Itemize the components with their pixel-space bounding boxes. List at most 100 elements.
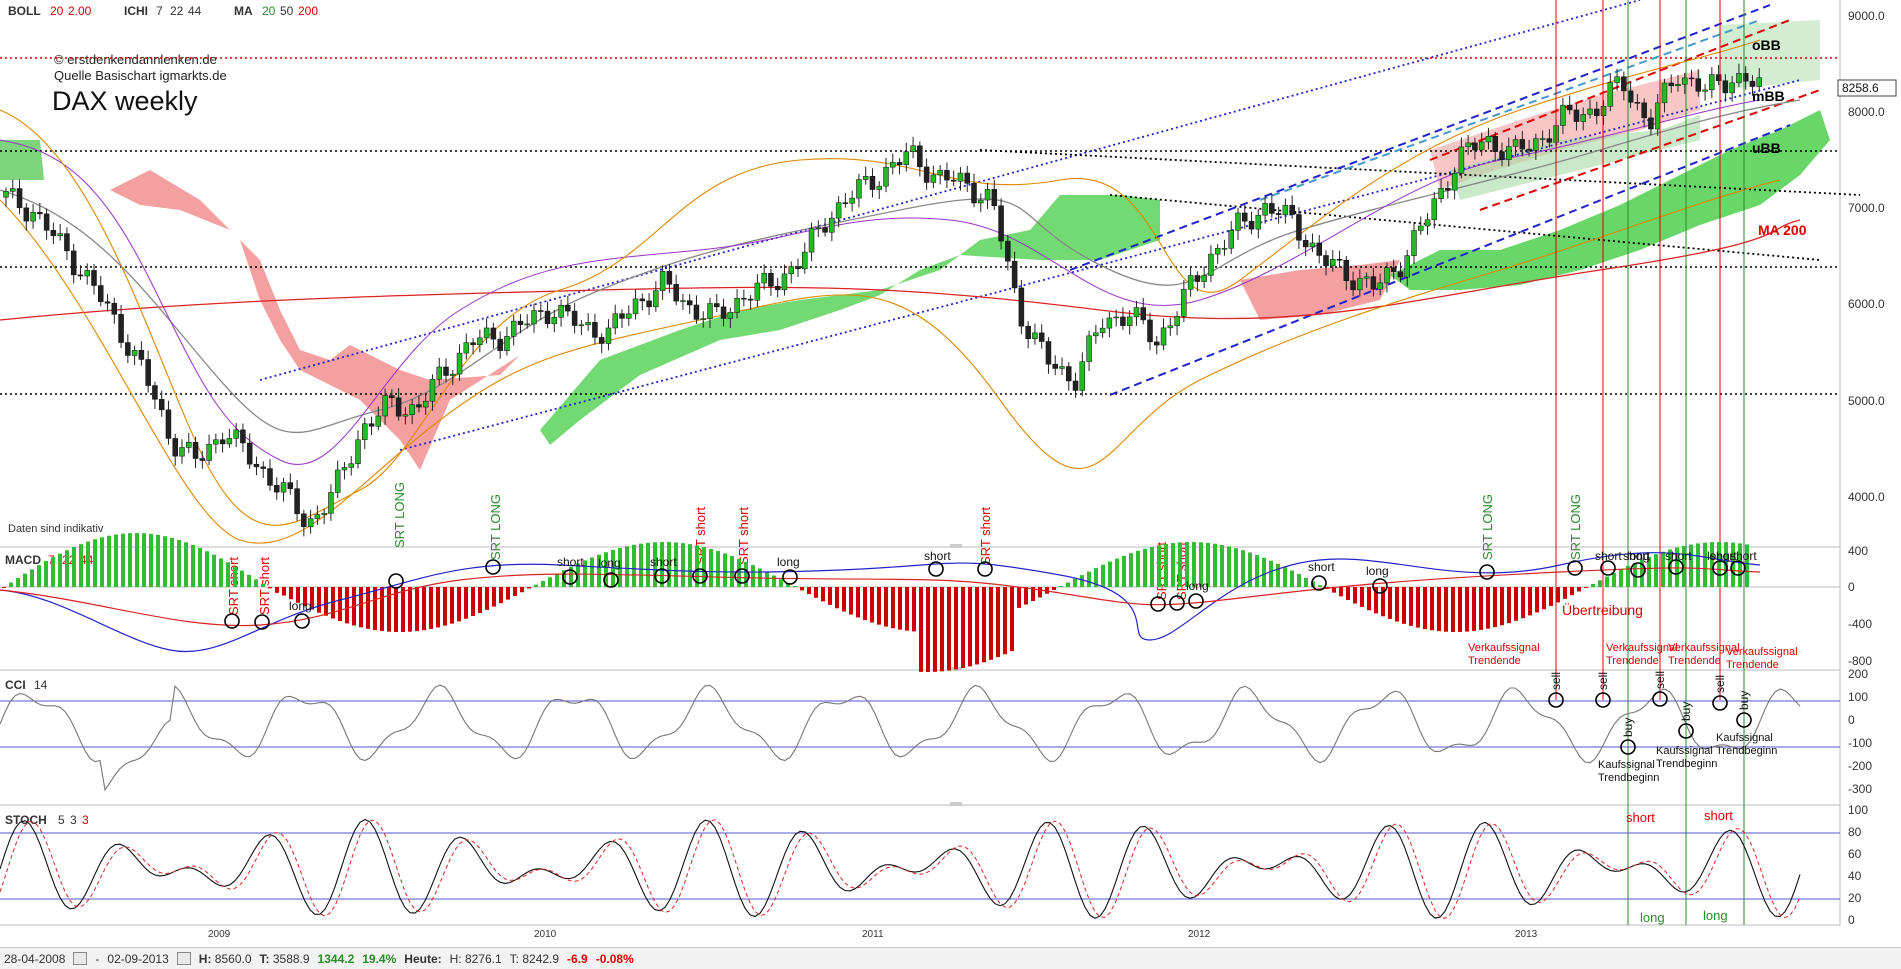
- macd-bar: [1388, 587, 1392, 620]
- macd-bar: [1003, 587, 1007, 655]
- resize-handle[interactable]: [950, 802, 962, 806]
- macd-bar: [1234, 548, 1238, 587]
- candle-body: [510, 320, 517, 337]
- macd-bar: [191, 544, 195, 587]
- candle-body: [490, 327, 497, 340]
- srt-short-label: SRT short: [978, 507, 993, 565]
- candle-body: [781, 273, 788, 291]
- stoch-p1: 5: [58, 813, 65, 827]
- candle-body: [1587, 108, 1593, 115]
- resize-handle[interactable]: [950, 544, 962, 548]
- candle-body: [1654, 102, 1661, 130]
- macd-bar: [1675, 547, 1679, 587]
- candle-body: [1485, 136, 1492, 143]
- trend-line: [399, 79, 1801, 451]
- macd-bar: [205, 551, 209, 587]
- calendar-icon[interactable]: [73, 952, 88, 965]
- short-label: short: [1308, 560, 1335, 574]
- macd-marker: [1668, 559, 1684, 575]
- candle-body: [1729, 82, 1735, 94]
- candle-body: [1749, 80, 1756, 87]
- macd-bar: [1248, 552, 1252, 587]
- candle-body: [1668, 82, 1674, 86]
- candle-body: [294, 488, 300, 515]
- long-label: long: [1186, 579, 1209, 593]
- srt-long-label: SRT LONG: [1568, 494, 1583, 560]
- signal-lines: [1555, 0, 1745, 925]
- last-price-box: [1837, 79, 1897, 97]
- macd-bar: [1346, 587, 1350, 600]
- candle-body: [1506, 146, 1512, 160]
- candle-body: [165, 409, 172, 439]
- boll-p1: 20: [50, 4, 64, 18]
- date-from[interactable]: 28-04-2008: [4, 951, 66, 966]
- verkauf-text: Trendende: [1668, 655, 1721, 667]
- candle-body: [1573, 109, 1580, 122]
- candle-body: [1600, 105, 1607, 116]
- candle-body: [1228, 230, 1234, 249]
- candle-body: [1038, 332, 1045, 342]
- buy-label: buy: [1737, 691, 1751, 710]
- macd-bar: [1304, 577, 1308, 587]
- candle-body: [957, 172, 964, 182]
- candle-body: [829, 217, 835, 233]
- macd-marker: [1169, 595, 1185, 611]
- x-tick: 2013: [1515, 929, 1538, 940]
- macd-bar: [23, 573, 27, 587]
- signal-line: [0, 567, 1761, 627]
- macd-bar: [611, 549, 615, 587]
- verkauf-labels: Verkaufssignal Trendende Verkaufssignal …: [1468, 642, 1798, 671]
- long-label: long: [289, 599, 312, 613]
- macd-histogram: [2, 533, 1749, 672]
- macd-bar: [646, 542, 650, 587]
- candle-body: [524, 323, 530, 326]
- candle-body: [260, 466, 266, 469]
- macd-bar: [1612, 572, 1616, 587]
- candle-body: [375, 415, 382, 427]
- macd-marker: [928, 561, 944, 577]
- macd-bar: [527, 587, 531, 589]
- macd-marker: [224, 613, 240, 629]
- candle-body: [626, 313, 632, 319]
- macd-bar: [275, 587, 279, 593]
- macd-bar: [170, 537, 174, 587]
- macd-bar: [1171, 543, 1175, 587]
- candle-body: [761, 273, 767, 284]
- candle-body: [280, 482, 287, 493]
- macd-bar: [121, 533, 125, 587]
- candle-body: [991, 189, 998, 206]
- macd-bar: [345, 587, 349, 624]
- macd-bar: [919, 587, 923, 672]
- bollinger-upper: [0, 39, 1761, 526]
- candle-body: [1160, 327, 1167, 346]
- candle-body: [1133, 307, 1140, 318]
- candle-body: [1330, 259, 1336, 267]
- cci-label: CCI: [5, 678, 26, 692]
- macd-bar: [513, 587, 517, 596]
- macd-marker: [1311, 575, 1327, 591]
- ichi-p2: 22: [170, 4, 184, 18]
- candle-body: [1282, 204, 1289, 215]
- candle-body: [1174, 316, 1180, 326]
- macd-bar: [1262, 557, 1266, 587]
- candle-body: [368, 423, 375, 427]
- macd-bar: [632, 544, 636, 587]
- macd-bar: [1311, 581, 1315, 587]
- candle-body: [1722, 80, 1729, 94]
- candle-body: [592, 322, 598, 338]
- obb-label: oBB: [1752, 37, 1781, 53]
- candle-body: [443, 366, 449, 376]
- macd-marker: [1567, 560, 1583, 576]
- date-to[interactable]: 02-09-2013: [107, 951, 169, 966]
- calendar-icon[interactable]: [176, 952, 191, 965]
- bb-fill: [1720, 20, 1820, 90]
- macd-bar: [814, 587, 818, 598]
- candle-body: [1059, 366, 1065, 369]
- candle-body: [1269, 203, 1275, 214]
- macd-bar: [807, 587, 811, 595]
- macd-bar: [1535, 587, 1539, 613]
- macd-bar: [625, 546, 629, 587]
- candle-body: [1377, 282, 1383, 290]
- macd-bar: [681, 543, 685, 587]
- today-pct: -0.08%: [595, 951, 634, 966]
